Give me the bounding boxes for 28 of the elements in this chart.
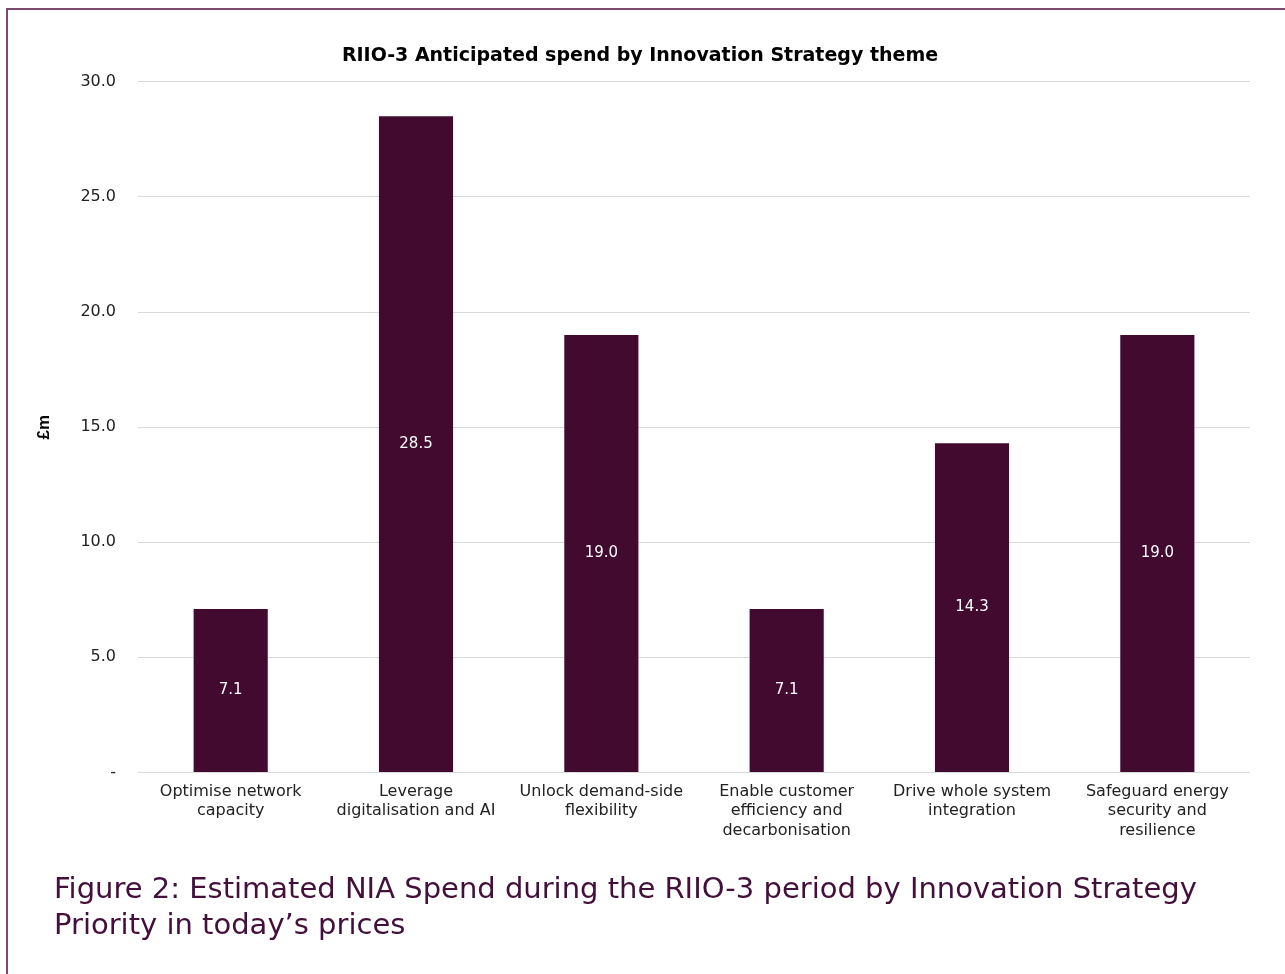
x-tick-label: Enable customer efficiency and decarbonisation (719, 781, 855, 839)
bar (193, 608, 268, 772)
y-tick-label: 15.0 (80, 416, 117, 436)
x-tick-label: Drive whole system integration (893, 781, 1051, 820)
data-label: 7.1 (774, 680, 799, 699)
bar (564, 335, 639, 772)
data-label: 28.5 (399, 434, 433, 453)
data-label: 14.3 (955, 597, 989, 616)
chart-title: RIIO-3 Anticipated spend by Innovation Strategy theme (341, 43, 939, 66)
y-axis-title: £m (33, 414, 53, 440)
x-tick-label: Leverage digitalisation and AI (336, 781, 496, 820)
caption: Figure 2: Estimated NIA Spend during the RIIO-3 period by Innovation Strategy Priority in today’s prices (54, 870, 1198, 942)
x-tick-label: Safeguard energy security and resilience (1085, 781, 1229, 839)
y-tick-label: 20.0 (80, 301, 117, 321)
y-tick-label: 5.0 (90, 646, 117, 666)
x-tick-label: Unlock demand-side flexibility (519, 781, 684, 820)
y-tick-label: 30.0 (80, 70, 117, 90)
y-tick-label: 10.0 (80, 531, 117, 551)
y-tick-label: 25.0 (80, 186, 117, 206)
y-tick-label: - (110, 761, 117, 781)
bar (749, 608, 824, 772)
data-label: 7.1 (218, 680, 243, 699)
data-label: 19.0 (1140, 543, 1175, 562)
bar (1120, 335, 1195, 772)
bar (934, 443, 1010, 772)
bar (378, 116, 454, 772)
data-label: 19.0 (584, 543, 619, 562)
x-tick-label: Optimise network capacity (159, 781, 303, 820)
